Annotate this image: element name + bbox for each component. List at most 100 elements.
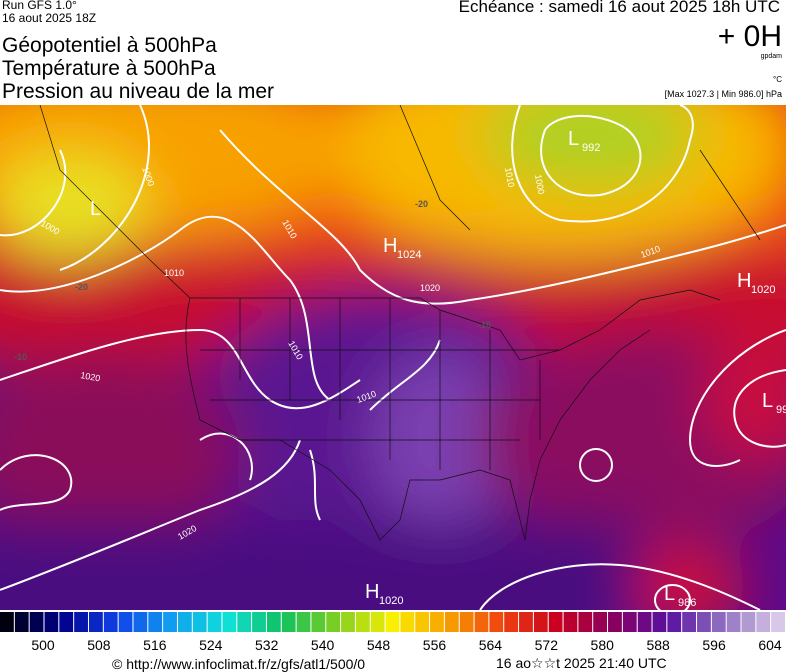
colorbar-label: 596 [702, 637, 726, 653]
colorbar-swatch [326, 612, 341, 632]
isobar-label: 1020 [420, 283, 440, 293]
colorbar-swatch [222, 612, 237, 632]
colorbar-swatch [252, 612, 266, 632]
center-type: H [383, 235, 397, 257]
temperature-label: -10 [14, 352, 27, 362]
isobar-label: 1010 [503, 167, 516, 188]
colorbar-swatch [667, 612, 682, 632]
colorbar-swatch [311, 612, 326, 632]
colorbar-swatch [430, 612, 444, 632]
run-date: 16 aout 2025 18Z [2, 11, 97, 25]
colorbar-swatch [563, 612, 578, 632]
center-type: L [762, 390, 773, 412]
colorbar-label: 524 [199, 637, 223, 653]
colorbar-label: 588 [646, 637, 670, 653]
colorbar-swatch [118, 612, 133, 632]
colorbar-swatch [489, 612, 504, 632]
colorbar-label: 532 [255, 637, 279, 653]
pressure-range: [Max 1027.3 | Min 986.0] hPa [664, 89, 782, 99]
colorbar-label: 548 [367, 637, 391, 653]
center-value: 1024 [397, 249, 421, 261]
center-value: 992 [582, 142, 600, 154]
colorbar-swatch [415, 612, 430, 632]
colorbar-swatch [726, 612, 741, 632]
colorbar-swatch [474, 612, 489, 632]
colorbar-swatch [519, 612, 533, 632]
colorbar-swatch [459, 612, 474, 632]
colorbar-swatch [756, 612, 771, 632]
colorbar-swatch [400, 612, 415, 632]
colorbar-swatch [192, 612, 207, 632]
colorbar-swatch [29, 612, 44, 632]
colorbar-swatch [14, 612, 29, 632]
colorbar-label: 556 [423, 637, 447, 653]
colorbar-swatch [207, 612, 222, 632]
footer-time: 16 ao☆☆t 2025 21:40 UTC [496, 655, 667, 671]
colorbar-swatch [504, 612, 519, 632]
colorbar-swatch [355, 612, 370, 632]
colorbar-swatch [533, 612, 548, 632]
offset: + 0H [717, 20, 782, 53]
colorbar-swatch [0, 612, 14, 632]
center-type: L [664, 583, 675, 605]
colorbar-label: 604 [758, 637, 782, 653]
colorbar-swatch [148, 612, 163, 632]
temperature-field [0, 105, 786, 610]
colorbar-swatch [608, 612, 622, 632]
center-value: 99 [776, 404, 786, 416]
colorbar-label: 540 [311, 637, 335, 653]
colorbar-label: 580 [591, 637, 615, 653]
isobar-label: 1000 [533, 174, 546, 195]
center-type: L [90, 198, 101, 220]
borders [39, 105, 761, 541]
center-value: 1020 [379, 595, 403, 607]
title-1: Géopotentiel à 500hPa [2, 34, 217, 57]
colorbar-swatch [385, 612, 400, 632]
colorbar-swatch [237, 612, 252, 632]
colorbar-swatch [103, 612, 118, 632]
colorbar-swatch [44, 612, 59, 632]
isobars [0, 105, 786, 610]
isobar-label: 1010 [164, 268, 184, 278]
title-3: Pression au niveau de la mer [2, 80, 274, 103]
isobar-label: 1020 [80, 370, 101, 383]
colorbar-swatch [741, 612, 756, 632]
colorbar-swatch [771, 612, 785, 632]
colorbar-swatch [548, 612, 563, 632]
colorbar-swatch [281, 612, 296, 632]
colorbar-label: 572 [535, 637, 559, 653]
colorbar-swatch [682, 612, 697, 632]
colorbar-swatch [711, 612, 726, 632]
unit-celsius: °C [773, 75, 782, 84]
run-label: Run GFS 1.0° [2, 0, 77, 12]
colorbar-label: 500 [31, 637, 55, 653]
colorbar-swatch [163, 612, 177, 632]
temperature-label: -20 [75, 282, 88, 292]
colorbar-label: 564 [479, 637, 503, 653]
temperature-label: -10 [478, 320, 491, 330]
colorbar-swatch [697, 612, 711, 632]
colorbar-swatch [637, 612, 652, 632]
colorbar-label: 508 [87, 637, 111, 653]
colorbar-swatch [370, 612, 385, 632]
colorbar-swatch [341, 612, 355, 632]
echeance: Echéance : samedi 16 aout 2025 18h UTC [458, 0, 780, 16]
colorbar-swatch [578, 612, 593, 632]
colorbar-swatch [266, 612, 281, 632]
title-2: Température à 500hPa [2, 57, 216, 80]
center-type: L [568, 128, 579, 150]
colorbar-swatch [652, 612, 667, 632]
unit-gpdam: gpdam [760, 53, 782, 60]
colorbar-swatch [622, 612, 637, 632]
temperature-label: -20 [415, 199, 428, 209]
colorbar-swatch [444, 612, 459, 632]
colorbar-swatch [74, 612, 88, 632]
colorbar-swatch [593, 612, 608, 632]
colorbar-swatch [296, 612, 311, 632]
colorbar-swatch [177, 612, 192, 632]
center-type: H [365, 581, 379, 603]
center-type: H [737, 270, 751, 292]
center-value: 1020 [751, 284, 775, 296]
